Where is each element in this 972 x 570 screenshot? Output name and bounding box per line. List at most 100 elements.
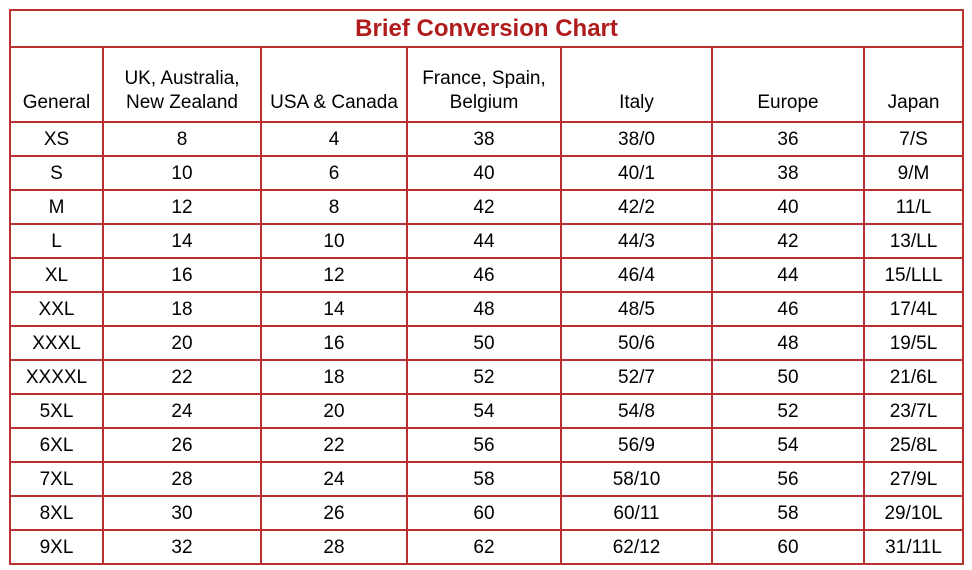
table-cell: 44/3: [560, 223, 713, 259]
table-cell: 40: [711, 189, 865, 225]
table-cell: 12: [102, 189, 262, 225]
table-row: 5XL 24 20 54 54/8 52 23/7L: [9, 393, 965, 429]
table-cell: 4: [260, 121, 408, 157]
table-cell: 31/11L: [862, 529, 965, 565]
table-cell: 44: [406, 223, 562, 259]
table-cell: 8: [260, 189, 408, 225]
table-cell: 44: [711, 257, 865, 293]
table-cell: 48/5: [560, 291, 713, 327]
table-cell: L: [9, 223, 104, 259]
table-cell: 21/6L: [862, 359, 965, 395]
conversion-chart: Brief Conversion Chart General UK, Austra…: [8, 9, 965, 565]
table-cell: 7/S: [862, 121, 965, 157]
column-header: Japan: [862, 46, 965, 123]
table-cell: 6XL: [9, 427, 104, 463]
table-cell: 60: [406, 495, 562, 531]
table-cell: 50: [406, 325, 562, 361]
table-cell: 22: [102, 359, 262, 395]
table-cell: 8: [102, 121, 262, 157]
table-row: 8XL 30 26 60 60/11 58 29/10L: [9, 495, 965, 531]
column-header-line: USA & Canada: [270, 92, 398, 114]
table-cell: 54: [406, 393, 562, 429]
table-cell: M: [9, 189, 104, 225]
table-cell: 7XL: [9, 461, 104, 497]
table-cell: 22: [260, 427, 408, 463]
table-cell: 46: [711, 291, 865, 327]
table-cell: 54: [711, 427, 865, 463]
table-cell: XXL: [9, 291, 104, 327]
table-cell: 23/7L: [862, 393, 965, 429]
table-cell: 28: [102, 461, 262, 497]
table-cell: 24: [102, 393, 262, 429]
table-cell: 10: [260, 223, 408, 259]
table-cell: 50/6: [560, 325, 713, 361]
table-cell: 15/LLL: [862, 257, 965, 293]
table-row: L 14 10 44 44/3 42 13/LL: [9, 223, 965, 259]
table-cell: XXXL: [9, 325, 104, 361]
table-cell: 30: [102, 495, 262, 531]
table-cell: 17/4L: [862, 291, 965, 327]
table-cell: 20: [102, 325, 262, 361]
column-header-line: Italy: [619, 92, 654, 114]
table-cell: 60: [711, 529, 865, 565]
table-row: 9XL 32 28 62 62/12 60 31/11L: [9, 529, 965, 565]
table-row: XXL 18 14 48 48/5 46 17/4L: [9, 291, 965, 327]
table-cell: 26: [102, 427, 262, 463]
table-cell: XS: [9, 121, 104, 157]
table-cell: 40/1: [560, 155, 713, 191]
table-row: XS 8 4 38 38/0 36 7/S: [9, 121, 965, 157]
column-header-line: Europe: [757, 92, 819, 114]
table-cell: 24: [260, 461, 408, 497]
table-cell: 38: [406, 121, 562, 157]
table-row: XXXXL 22 18 52 52/7 50 21/6L: [9, 359, 965, 395]
table-cell: 12: [260, 257, 408, 293]
table-row: S 10 6 40 40/1 38 9/M: [9, 155, 965, 191]
column-header-line: New Zealand: [126, 92, 238, 114]
table-cell: 6: [260, 155, 408, 191]
table-cell: 29/10L: [862, 495, 965, 531]
table-cell: 25/8L: [862, 427, 965, 463]
column-header-line: UK, Australia,: [124, 67, 240, 89]
table-row: XXXL 20 16 50 50/6 48 19/5L: [9, 325, 965, 361]
table-cell: 10: [102, 155, 262, 191]
table-cell: 38/0: [560, 121, 713, 157]
table-cell: 56: [406, 427, 562, 463]
table-cell: 46: [406, 257, 562, 293]
table-cell: 16: [260, 325, 408, 361]
table-cell: 50: [711, 359, 865, 395]
table-body: XS 8 4 38 38/0 36 7/S S 10 6 40 40/1 38 9/M M 12 8 42 42/2…: [9, 121, 965, 565]
table-cell: 48: [406, 291, 562, 327]
table-cell: 13/LL: [862, 223, 965, 259]
column-header: General: [9, 46, 104, 123]
table-cell: 62/12: [560, 529, 713, 565]
table-cell: 54/8: [560, 393, 713, 429]
table-cell: S: [9, 155, 104, 191]
table-cell: 56: [711, 461, 865, 497]
column-header-line: Belgium: [449, 92, 519, 114]
table-cell: XL: [9, 257, 104, 293]
table-cell: 14: [102, 223, 262, 259]
table-cell: 5XL: [9, 393, 104, 429]
table-cell: 38: [711, 155, 865, 191]
column-header-line: Japan: [887, 92, 940, 114]
table-cell: 20: [260, 393, 408, 429]
column-header-line: France, Spain,: [422, 67, 546, 89]
column-header: Europe: [711, 46, 865, 123]
chart-title: Brief Conversion Chart: [8, 9, 965, 48]
table-row: XL 16 12 46 46/4 44 15/LLL: [9, 257, 965, 293]
table-cell: 40: [406, 155, 562, 191]
table-cell: 18: [260, 359, 408, 395]
column-header: USA & Canada: [260, 46, 408, 123]
table-cell: 36: [711, 121, 865, 157]
table-cell: 19/5L: [862, 325, 965, 361]
table-row: M 12 8 42 42/2 40 11/L: [9, 189, 965, 225]
table-cell: 46/4: [560, 257, 713, 293]
table-cell: 26: [260, 495, 408, 531]
size-table: Brief Conversion Chart General UK, Austra…: [8, 9, 965, 565]
table-cell: 58: [406, 461, 562, 497]
table-cell: 58: [711, 495, 865, 531]
table-cell: 18: [102, 291, 262, 327]
column-header: Italy: [560, 46, 713, 123]
table-cell: 48: [711, 325, 865, 361]
table-cell: 9/M: [862, 155, 965, 191]
